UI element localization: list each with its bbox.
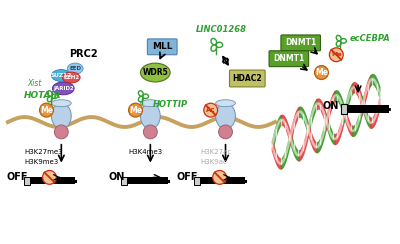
Text: ecCEBPA: ecCEBPA: [350, 34, 391, 43]
Text: Me: Me: [40, 106, 53, 115]
Circle shape: [204, 103, 218, 117]
Circle shape: [213, 171, 226, 184]
Ellipse shape: [52, 103, 71, 129]
Ellipse shape: [140, 100, 160, 107]
Text: H3K27ac: H3K27ac: [201, 149, 232, 155]
Text: HDAC2: HDAC2: [232, 74, 262, 83]
Ellipse shape: [140, 63, 170, 82]
FancyBboxPatch shape: [281, 35, 320, 51]
Circle shape: [40, 103, 54, 117]
Text: Me: Me: [331, 52, 342, 57]
Text: Me: Me: [129, 106, 142, 115]
Bar: [347, 105, 389, 113]
Text: Xist: Xist: [28, 79, 42, 88]
Text: EED: EED: [69, 66, 81, 71]
Text: LINC01268: LINC01268: [196, 24, 247, 33]
Text: H3K27me3: H3K27me3: [25, 149, 63, 155]
Circle shape: [144, 125, 157, 139]
Ellipse shape: [62, 72, 80, 83]
Text: SUZ12: SUZ12: [51, 73, 72, 78]
Text: EZH2: EZH2: [63, 75, 79, 80]
Circle shape: [128, 103, 142, 117]
Text: DNMT1: DNMT1: [285, 38, 316, 47]
Text: OFF: OFF: [176, 173, 198, 183]
FancyBboxPatch shape: [269, 51, 309, 67]
Text: H3K9me3: H3K9me3: [25, 159, 59, 164]
Ellipse shape: [140, 103, 160, 129]
Text: H3K4me3: H3K4me3: [128, 149, 163, 155]
Bar: [121, 177, 127, 185]
Text: OFF: OFF: [6, 173, 28, 183]
Circle shape: [219, 125, 232, 139]
Text: DNMT1: DNMT1: [273, 54, 304, 63]
Text: PRC2: PRC2: [69, 49, 98, 59]
Ellipse shape: [216, 103, 236, 129]
Text: JARID2: JARID2: [53, 86, 74, 91]
Circle shape: [329, 48, 343, 62]
Text: H3K9ac: H3K9ac: [201, 159, 228, 164]
Bar: [127, 177, 168, 184]
Text: Ac: Ac: [206, 107, 216, 113]
Circle shape: [42, 171, 56, 184]
Text: MLL: MLL: [152, 42, 172, 51]
Text: ON: ON: [108, 173, 125, 183]
Ellipse shape: [67, 63, 83, 74]
Circle shape: [54, 125, 68, 139]
Ellipse shape: [52, 100, 71, 107]
Text: HOTTIP: HOTTIP: [152, 100, 188, 109]
Ellipse shape: [52, 70, 71, 81]
FancyBboxPatch shape: [147, 39, 177, 55]
Text: WDR5: WDR5: [142, 68, 168, 77]
Ellipse shape: [216, 100, 236, 107]
Bar: [30, 177, 75, 184]
Circle shape: [314, 66, 328, 80]
Bar: [341, 104, 347, 114]
FancyBboxPatch shape: [230, 70, 265, 87]
Text: HOTAIR: HOTAIR: [24, 91, 62, 100]
Text: ON: ON: [323, 101, 339, 111]
Text: Me: Me: [315, 68, 328, 77]
Bar: [200, 177, 245, 184]
Ellipse shape: [52, 82, 74, 95]
Bar: [24, 177, 30, 185]
Bar: [194, 177, 200, 185]
